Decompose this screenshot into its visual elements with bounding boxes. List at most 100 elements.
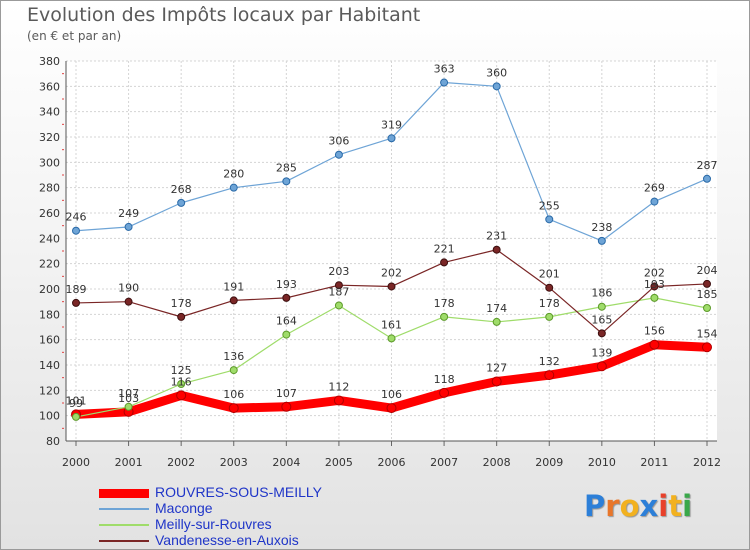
data-label: 132 (539, 355, 560, 368)
data-label: 127 (486, 361, 507, 374)
data-label: 268 (171, 183, 192, 196)
data-point (72, 298, 80, 307)
data-point (597, 302, 606, 311)
data-label: 360 (486, 66, 507, 79)
data-label: 154 (697, 327, 718, 340)
data-label: 118 (434, 373, 455, 386)
data-point (703, 304, 711, 312)
data-point (333, 395, 344, 406)
data-point (228, 403, 239, 414)
data-point (492, 82, 501, 91)
data-point (492, 245, 501, 254)
data-label: 165 (591, 313, 612, 326)
data-label: 193 (276, 278, 297, 291)
data-label: 191 (223, 280, 244, 293)
data-label: 269 (644, 182, 665, 195)
data-point (703, 279, 711, 288)
y-tick-label: 260 (39, 207, 60, 220)
data-point (492, 317, 501, 326)
legend-label: Vandenesse-en-Auxois (155, 532, 299, 548)
logo-letter: r (605, 489, 620, 523)
data-point (650, 282, 659, 291)
data-point (440, 312, 449, 321)
data-label: 125 (171, 364, 192, 377)
data-label: 363 (434, 63, 455, 76)
data-label: 106 (223, 388, 244, 401)
y-tick-label: 140 (39, 359, 60, 372)
y-tick-label: 80 (46, 435, 60, 448)
data-label: 193 (644, 278, 665, 291)
logo-letter: o (619, 489, 640, 523)
logo-letter: i (682, 489, 693, 523)
data-label: 204 (697, 264, 718, 277)
legend-swatch (99, 489, 149, 498)
data-point (177, 198, 186, 207)
data-label: 221 (434, 242, 455, 255)
x-tick-label: 2007 (430, 456, 458, 469)
x-tick-label: 2010 (588, 456, 616, 469)
data-label: 107 (118, 387, 139, 400)
x-tick-label: 2008 (483, 456, 511, 469)
data-point (703, 174, 711, 183)
data-label: 107 (276, 387, 297, 400)
data-point (597, 329, 606, 338)
y-tick-label: 380 (39, 55, 60, 68)
data-label: 319 (381, 118, 402, 131)
data-point (650, 197, 659, 206)
data-point (491, 376, 502, 387)
data-point (282, 293, 291, 302)
legend-swatch (99, 524, 149, 526)
data-label: 280 (223, 168, 244, 181)
x-tick-label: 2004 (272, 456, 300, 469)
data-label: 174 (486, 302, 507, 315)
line-chart: 80 100 120 140 160 180 200 220 240 260 280 300 320 34… (39, 55, 721, 469)
x-tick-label: 2006 (378, 456, 406, 469)
x-tick-label: 2005 (325, 456, 353, 469)
data-label: 202 (644, 266, 665, 279)
proxiti-logo: Proxiti (584, 489, 692, 523)
x-tick-label: 2009 (535, 456, 563, 469)
y-tick-label: 360 (39, 80, 60, 93)
x-tick-label: 2011 (640, 456, 668, 469)
y-tick-label: 120 (39, 384, 60, 397)
data-label: 103 (118, 392, 139, 405)
data-point (124, 222, 133, 231)
data-label: 185 (697, 288, 718, 301)
x-tick-label: 2001 (115, 456, 143, 469)
x-tick-label: 2003 (220, 456, 248, 469)
chart-subtitle: (en € et par an) (27, 29, 122, 43)
data-point (282, 330, 291, 339)
y-tick-label: 320 (39, 131, 60, 144)
y-tick-label: 220 (39, 258, 60, 271)
data-point (439, 387, 450, 398)
y-tick-label: 180 (39, 308, 60, 321)
data-point (545, 312, 554, 321)
data-label: 187 (328, 285, 349, 298)
y-tick-label: 200 (39, 283, 60, 296)
data-point (229, 366, 238, 375)
data-point (281, 401, 292, 412)
data-point (124, 402, 133, 411)
data-label: 246 (66, 211, 87, 224)
y-tick-label: 340 (39, 106, 60, 119)
data-label: 161 (381, 318, 402, 331)
legend-label: Meilly-sur-Rouvres (155, 516, 272, 532)
data-point (387, 334, 396, 343)
data-point (650, 293, 659, 302)
data-label: 112 (328, 380, 349, 393)
data-point (72, 226, 80, 235)
data-point (124, 297, 133, 306)
data-label: 99 (69, 397, 83, 410)
data-label: 178 (171, 297, 192, 310)
data-point (545, 283, 554, 292)
data-label: 189 (66, 283, 87, 296)
data-point (596, 361, 607, 372)
data-point (597, 236, 606, 245)
data-label: 186 (591, 287, 612, 300)
legend-label: ROUVRES-SOUS-MEILLY (155, 484, 322, 500)
y-tick-label: 240 (39, 232, 60, 245)
data-point (229, 296, 238, 305)
data-label: 285 (276, 161, 297, 174)
data-label: 238 (591, 221, 612, 234)
